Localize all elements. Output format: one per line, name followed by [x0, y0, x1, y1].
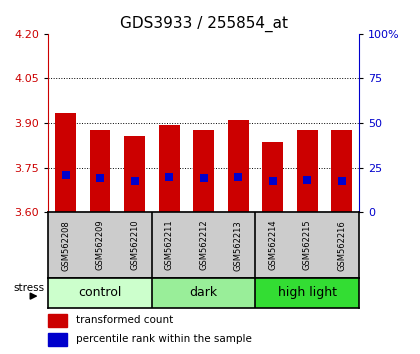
- Bar: [90, 131, 110, 212]
- Point: [304, 177, 311, 182]
- Text: percentile rank within the sample: percentile rank within the sample: [76, 335, 252, 344]
- Text: GSM562212: GSM562212: [199, 220, 208, 270]
- Text: control: control: [79, 286, 122, 299]
- Bar: [262, 142, 283, 212]
- Point: [339, 178, 345, 184]
- Text: GSM562209: GSM562209: [96, 220, 105, 270]
- Bar: [193, 131, 214, 212]
- Point: [97, 175, 103, 181]
- Title: GDS3933 / 255854_at: GDS3933 / 255854_at: [120, 16, 288, 32]
- Bar: [48, 333, 67, 346]
- Text: GSM562214: GSM562214: [268, 220, 277, 270]
- Point: [131, 178, 138, 184]
- Point: [235, 175, 242, 180]
- Text: high light: high light: [278, 286, 337, 299]
- Point: [62, 172, 69, 178]
- Text: GSM562211: GSM562211: [165, 220, 173, 270]
- Bar: [55, 113, 76, 212]
- Bar: [331, 131, 352, 212]
- Text: stress: stress: [13, 282, 44, 293]
- Text: GSM562213: GSM562213: [234, 220, 243, 270]
- Bar: [124, 136, 145, 212]
- Bar: [152, 278, 255, 308]
- Text: GSM562208: GSM562208: [61, 220, 70, 270]
- Bar: [297, 131, 318, 212]
- Bar: [48, 278, 152, 308]
- Text: GSM562215: GSM562215: [303, 220, 312, 270]
- Text: GSM562210: GSM562210: [130, 220, 139, 270]
- Text: dark: dark: [190, 286, 218, 299]
- Bar: [255, 278, 359, 308]
- Point: [200, 175, 207, 181]
- Point: [166, 174, 173, 179]
- Bar: [48, 314, 67, 327]
- Text: transformed count: transformed count: [76, 315, 173, 325]
- Bar: [228, 120, 249, 212]
- Point: [269, 178, 276, 184]
- Bar: [159, 125, 179, 212]
- Text: GSM562216: GSM562216: [337, 220, 346, 270]
